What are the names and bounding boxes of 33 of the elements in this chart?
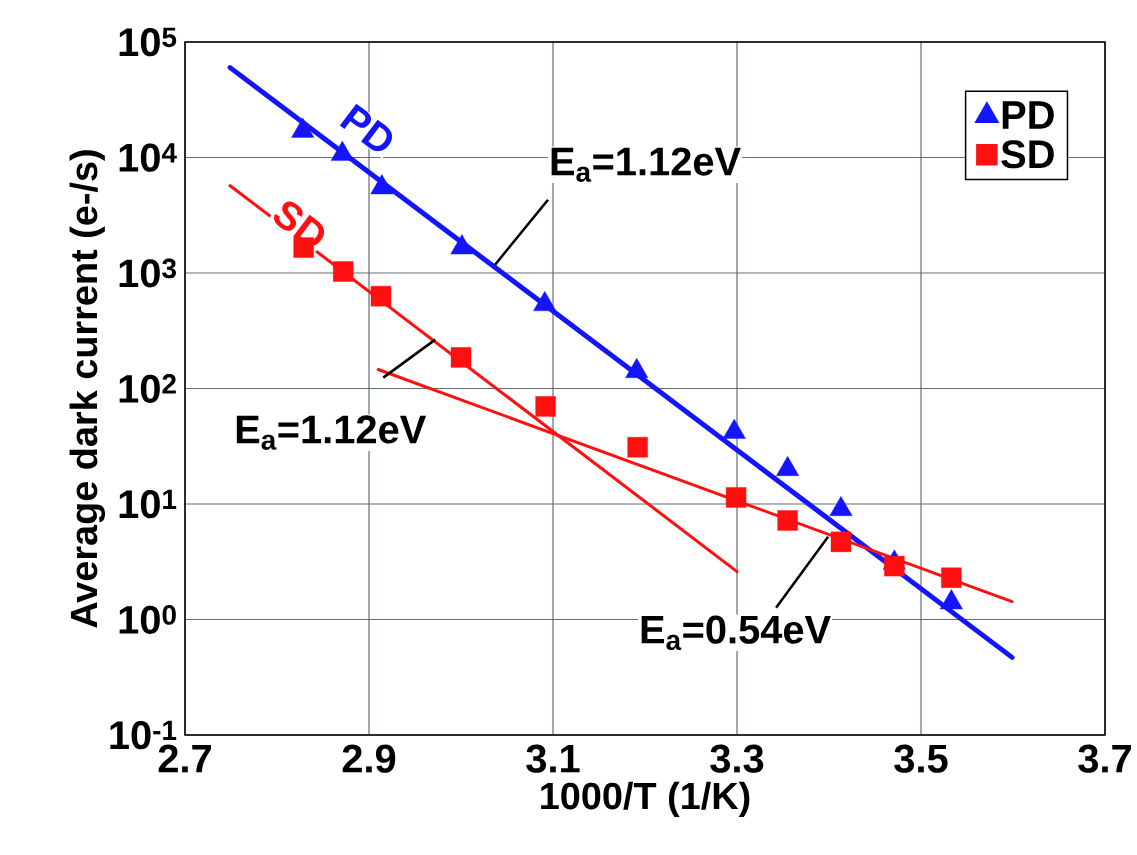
y-tick-label: 10$^{5}$ (119, 27, 177, 57)
y-tick-label: 10$^{2}$ (119, 374, 176, 403)
x-tick-label: 3.1 (526, 744, 580, 773)
y-tick-label: 10$^{4}$ (119, 143, 177, 172)
point (450, 234, 474, 255)
x-tick-label: 2.9 (342, 744, 396, 773)
point (884, 555, 905, 577)
annotation: E$_{a}$=0.54eV (641, 615, 831, 651)
point (941, 567, 962, 588)
legend-label: PD (1002, 101, 1054, 129)
point (370, 174, 394, 195)
y-tick-label: 10$^{1}$ (119, 489, 177, 519)
point (625, 358, 649, 378)
point (291, 117, 315, 138)
point (627, 437, 648, 458)
point (777, 510, 798, 531)
y-tick-label: 10$^{3}$ (119, 258, 176, 288)
x-tick-label: 3.3 (710, 744, 764, 773)
annotation: E$_{a}$=1.12eV (551, 147, 741, 182)
y-tick-label: 10$^{0}$ (119, 605, 176, 634)
point (725, 487, 747, 508)
y-axis-title: Average dark current (e-/s) (69, 150, 106, 628)
point (830, 531, 852, 553)
annotation: E$_{a}$=1.12eV (236, 415, 427, 450)
point (450, 347, 472, 368)
annotation: PD (339, 103, 393, 152)
legend-label: SD (1001, 140, 1054, 169)
x-tick-label: 3.7 (1078, 744, 1131, 773)
x-tick-label: 3.5 (894, 744, 948, 773)
x-axis-title: 1000/T (1/K) (541, 781, 750, 817)
point (535, 396, 556, 417)
point (370, 285, 392, 307)
point (533, 291, 557, 312)
